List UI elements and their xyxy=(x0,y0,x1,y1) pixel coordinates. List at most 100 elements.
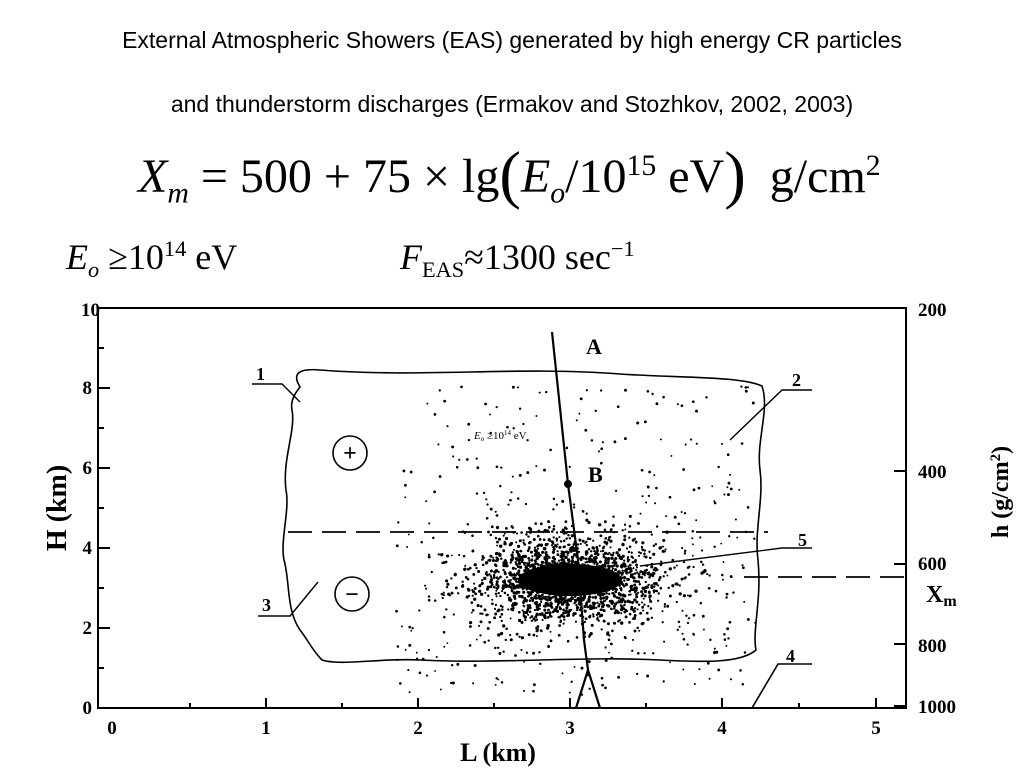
core-dot xyxy=(510,588,513,591)
core-dot xyxy=(626,556,630,559)
core-dot xyxy=(631,588,635,591)
core-dot xyxy=(523,554,527,559)
particle-dot xyxy=(666,574,669,577)
particle-dot xyxy=(495,514,499,517)
core-dot xyxy=(564,520,568,524)
particle-dot xyxy=(525,651,529,654)
particle-dot xyxy=(725,596,728,599)
left-tick-6: 6 xyxy=(83,458,93,479)
energy-e: E xyxy=(66,237,88,277)
core-dot xyxy=(547,520,551,524)
core-dot xyxy=(606,557,611,561)
core-dot xyxy=(564,599,567,603)
core-dot xyxy=(643,603,646,606)
core-dot xyxy=(467,594,471,598)
right-tick-200: 200 xyxy=(918,300,947,321)
particle-dot xyxy=(475,492,479,495)
core-dot xyxy=(587,547,591,551)
particle-dot xyxy=(650,616,654,619)
core-dot xyxy=(647,573,650,576)
particle-dot xyxy=(691,529,695,533)
core-dot xyxy=(629,569,633,573)
core-dot xyxy=(497,570,500,574)
particle-dot xyxy=(580,666,584,670)
core-dot xyxy=(532,564,536,568)
core-dot xyxy=(544,605,547,608)
core-dot xyxy=(648,590,651,593)
particle-dot xyxy=(516,497,520,500)
core-dot xyxy=(623,523,627,526)
core-dot xyxy=(562,615,566,619)
core-dot xyxy=(471,589,474,592)
core-dot xyxy=(652,568,655,571)
particle-dot xyxy=(425,674,429,677)
core-dot xyxy=(649,573,653,577)
core-dot xyxy=(663,550,666,553)
core-dot xyxy=(527,633,531,637)
leader-5 xyxy=(639,547,812,567)
core-dot xyxy=(614,561,618,565)
core-dot xyxy=(611,601,614,604)
core-dot xyxy=(515,632,519,636)
core-dot xyxy=(558,624,562,627)
particle-scatter xyxy=(395,385,757,696)
particle-dot xyxy=(567,534,570,537)
energy-threshold-formula: Eo ≥1014 eV xyxy=(66,236,237,283)
particle-dot xyxy=(614,489,618,492)
core-dot xyxy=(481,612,484,615)
core-dot xyxy=(657,584,660,587)
core-dot xyxy=(565,527,568,530)
core-dot xyxy=(494,569,499,573)
particle-dot xyxy=(682,668,685,671)
flux-formula: FEAS≈1300 sec−1 xyxy=(400,236,635,283)
particle-dot xyxy=(684,443,687,446)
particle-dot xyxy=(495,465,499,469)
core-dot xyxy=(525,598,528,602)
core-dot xyxy=(549,604,553,608)
bottom-tick-5: 5 xyxy=(871,718,881,739)
core-dot xyxy=(557,559,561,562)
particle-dot xyxy=(435,655,438,659)
core-dot xyxy=(701,549,704,552)
core-dot xyxy=(489,585,493,589)
core-dot xyxy=(607,622,610,626)
core-dot xyxy=(684,576,687,579)
core-dot xyxy=(596,616,599,619)
core-dot xyxy=(549,596,553,600)
particle-dot xyxy=(437,553,440,556)
label-1: 1 xyxy=(256,364,265,384)
core-dot xyxy=(464,576,468,579)
core-dot xyxy=(503,541,507,545)
core-dot xyxy=(510,557,514,561)
core-dot xyxy=(502,549,506,553)
core-dot xyxy=(514,603,517,607)
core-dot xyxy=(590,554,593,558)
core-dot xyxy=(509,599,513,602)
core-dot xyxy=(545,611,549,615)
particle-dot xyxy=(518,635,521,638)
energy-unit: eV xyxy=(186,237,238,277)
core-dot xyxy=(615,564,619,568)
particle-dot xyxy=(709,638,712,642)
core-dot xyxy=(609,546,612,549)
particle-dot xyxy=(484,402,487,406)
core-dot xyxy=(648,576,651,579)
core-dot xyxy=(465,595,469,599)
core-dot xyxy=(547,562,552,566)
formula-x-sub: m xyxy=(167,176,189,210)
particle-dot xyxy=(439,688,442,691)
core-dot xyxy=(589,631,593,636)
core-dot xyxy=(551,610,555,614)
core-dot xyxy=(619,588,623,592)
core-dot xyxy=(623,538,627,542)
cloud-outline xyxy=(282,368,766,664)
particle-dot xyxy=(643,549,646,552)
core-dot xyxy=(580,556,585,560)
core-dot xyxy=(599,534,603,538)
particle-dot xyxy=(498,652,502,655)
core-dot xyxy=(628,621,631,624)
particle-dot xyxy=(452,455,455,458)
core-dot xyxy=(565,562,568,565)
particle-dot xyxy=(655,402,659,406)
core-dot xyxy=(568,537,572,540)
